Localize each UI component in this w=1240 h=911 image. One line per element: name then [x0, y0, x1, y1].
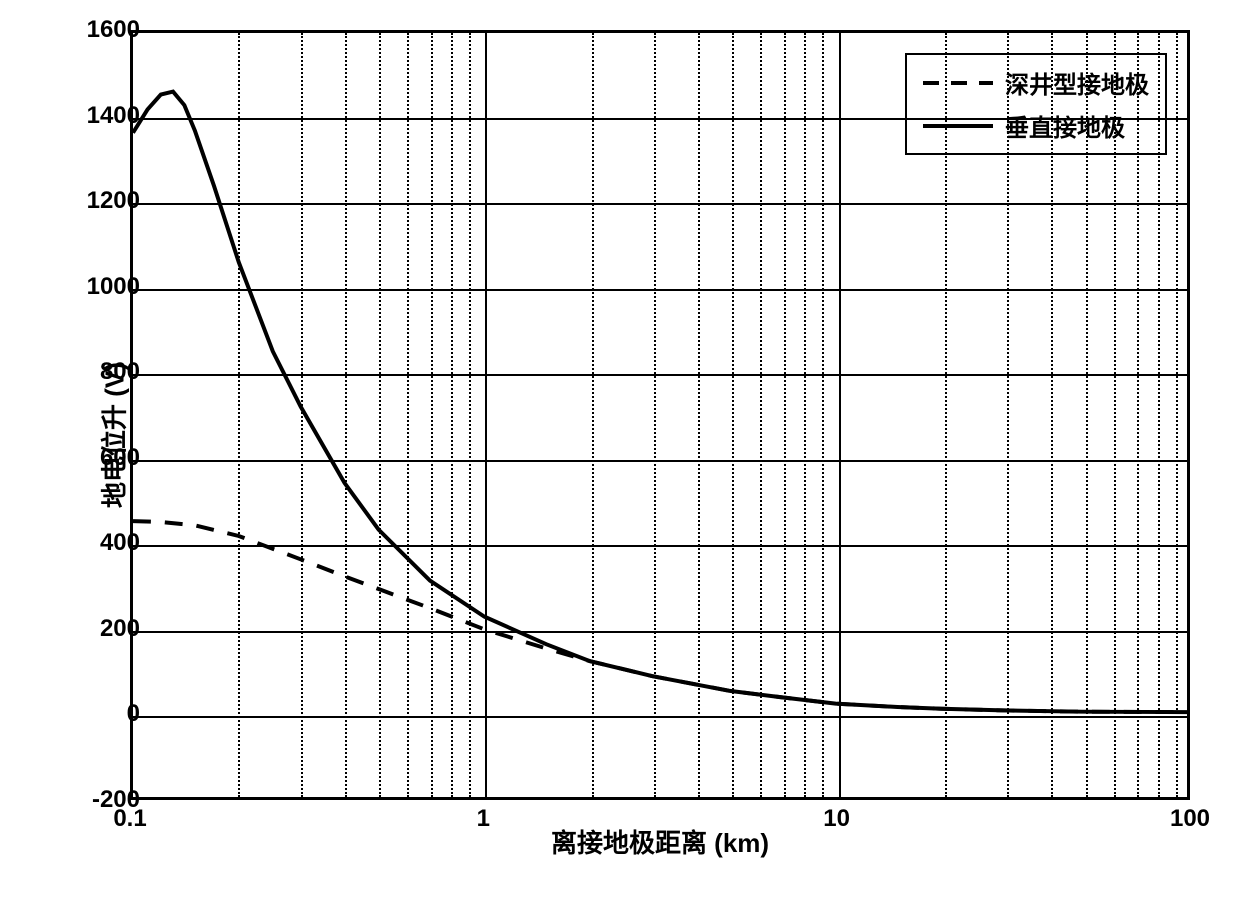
h-gridline: [133, 289, 1187, 291]
x-tick-label: 1: [477, 805, 490, 833]
y-tick-label: 400: [100, 529, 140, 557]
x-tick-label: 10: [823, 805, 850, 833]
v-gridline-minor: [732, 33, 734, 797]
v-gridline-minor: [698, 33, 700, 797]
series-line: [133, 521, 1187, 712]
y-tick-label: 600: [100, 444, 140, 472]
v-gridline-minor: [592, 33, 594, 797]
v-gridline-minor: [1137, 33, 1139, 797]
plot-area: 深井型接地极 垂直接地极: [130, 30, 1190, 800]
v-gridline-minor: [822, 33, 824, 797]
v-gridline-minor: [238, 33, 240, 797]
legend-label-1: 深井型接地极: [1005, 65, 1149, 100]
v-gridline-minor: [654, 33, 656, 797]
v-gridline-minor: [407, 33, 409, 797]
h-gridline: [133, 545, 1187, 547]
x-axis-label: 离接地极距离 (km): [551, 823, 769, 860]
h-gridline: [133, 203, 1187, 205]
v-gridline-minor: [1051, 33, 1053, 797]
v-gridline-minor: [379, 33, 381, 797]
v-gridline-minor: [451, 33, 453, 797]
y-tick-label: 1200: [87, 187, 140, 215]
v-gridline-minor: [804, 33, 806, 797]
y-tick-label: 1000: [87, 273, 140, 301]
x-tick-label: 0.1: [113, 805, 146, 833]
v-gridline-minor: [431, 33, 433, 797]
v-gridline-minor: [1176, 33, 1178, 797]
y-tick-label: 1400: [87, 102, 140, 130]
v-gridline-minor: [1158, 33, 1160, 797]
v-gridline-minor: [1086, 33, 1088, 797]
v-gridline-major: [839, 33, 841, 797]
v-gridline-major: [485, 33, 487, 797]
x-tick-label: 100: [1170, 805, 1210, 833]
y-tick-label: 1600: [87, 16, 140, 44]
y-tick-label: 200: [100, 615, 140, 643]
h-gridline: [133, 460, 1187, 462]
y-tick-label: 800: [100, 358, 140, 386]
v-gridline-minor: [760, 33, 762, 797]
v-gridline-minor: [1114, 33, 1116, 797]
y-tick-label: 0: [127, 700, 140, 728]
legend-label-2: 垂直接地极: [1005, 108, 1125, 143]
h-gridline: [133, 118, 1187, 120]
v-gridline-minor: [784, 33, 786, 797]
v-gridline-minor: [301, 33, 303, 797]
legend-line-solid: [923, 124, 993, 128]
legend-line-dashed: [923, 81, 993, 85]
h-gridline: [133, 716, 1187, 718]
series-line: [133, 92, 1187, 713]
chart-container: 地电位升 (V) 深井型接地极 垂直接地极 离接地极距离 (km) -20002…: [90, 20, 1210, 850]
h-gridline: [133, 374, 1187, 376]
h-gridline: [133, 631, 1187, 633]
v-gridline-minor: [345, 33, 347, 797]
v-gridline-minor: [945, 33, 947, 797]
v-gridline-minor: [1007, 33, 1009, 797]
v-gridline-minor: [469, 33, 471, 797]
